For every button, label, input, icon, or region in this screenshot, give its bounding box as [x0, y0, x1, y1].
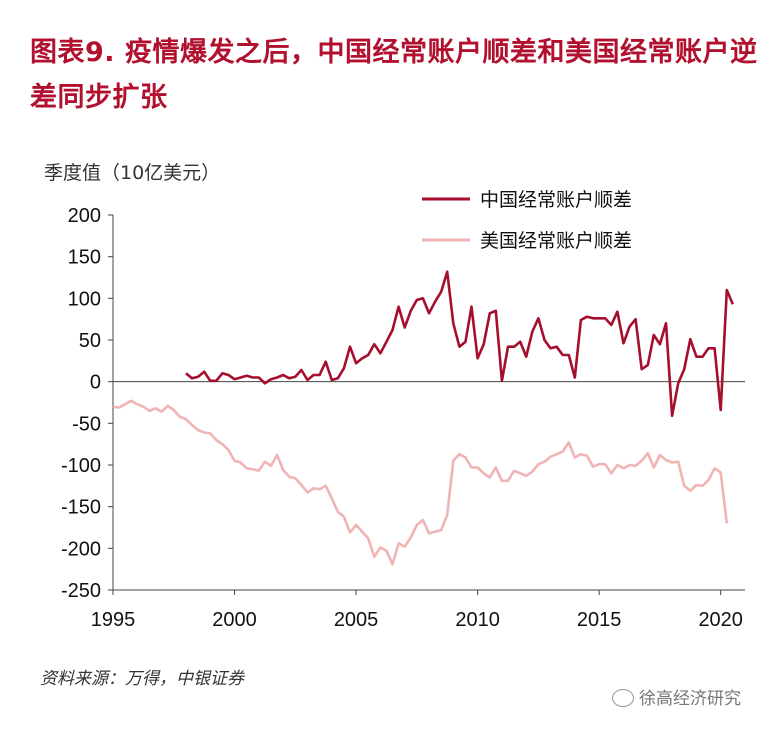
y-tick-label: -100 — [61, 455, 101, 477]
chart-title: 图表9. 疫情爆发之后，中国经常账户顺差和美国经常账户逆差同步扩张 — [30, 37, 758, 113]
y-tick-label: -200 — [61, 538, 101, 560]
source-note: 资料来源：万得，中银证券 — [40, 669, 244, 689]
wechat-icon — [612, 689, 634, 707]
y-tick-label: 150 — [68, 247, 101, 269]
y-tick-label: -150 — [61, 497, 101, 519]
y-tick-label: -250 — [61, 580, 101, 602]
x-tick-label: 2015 — [577, 609, 622, 631]
axes: 200 150 100 50 0 -50 -100 -150 -200 -250 1995 2000 2… — [61, 205, 745, 631]
y-tick-label: 100 — [68, 288, 101, 310]
y-tick-label: 200 — [68, 205, 101, 227]
y-unit-label: 季度值（10亿美元） — [44, 162, 221, 184]
y-tick-label: 50 — [79, 330, 101, 352]
legend-label: 中国经常账户顺差 — [480, 189, 632, 211]
y-tick-label: 0 — [90, 372, 101, 394]
x-tick-label: 2000 — [212, 609, 257, 631]
legend-label: 美国经常账户顺差 — [480, 230, 632, 252]
x-tick-label: 1995 — [91, 609, 136, 631]
y-tick-label: -50 — [72, 413, 101, 435]
watermark-text: 徐高经济研究 — [639, 689, 741, 709]
us-series-line — [112, 399, 729, 566]
watermark: 徐高经济研究 — [612, 684, 741, 709]
china-series-line — [185, 270, 734, 418]
series-lines — [112, 270, 734, 566]
x-tick-label: 2005 — [334, 609, 379, 631]
x-tick-label: 2010 — [455, 609, 500, 631]
x-tick-label: 2020 — [698, 609, 743, 631]
